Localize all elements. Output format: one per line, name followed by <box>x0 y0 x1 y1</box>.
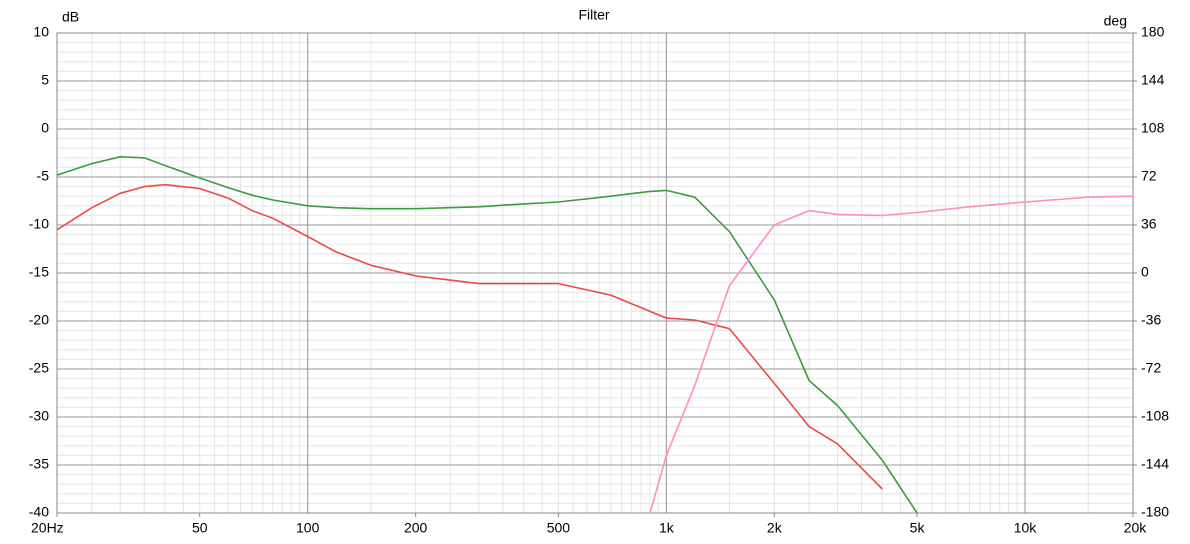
y2-tick-label: 180 <box>1141 24 1165 40</box>
y-tick-label: -20 <box>29 312 49 328</box>
y-tick-label: 5 <box>41 72 49 88</box>
y-tick-label: -30 <box>29 408 49 424</box>
y-axis-label: dB <box>62 9 79 25</box>
y2-tick-label: -72 <box>1141 360 1161 376</box>
chart-title: Filter <box>578 7 609 23</box>
plot-frame <box>56 32 1134 514</box>
y2-tick-label: -108 <box>1141 408 1169 424</box>
x-tick-label: 200 <box>404 520 428 536</box>
x-tick-label: 100 <box>296 520 320 536</box>
series-line <box>649 195 1134 514</box>
y2-tick-label: 36 <box>1141 216 1157 232</box>
y2-tick-label: 144 <box>1141 72 1165 88</box>
y2-tick-label: -180 <box>1141 504 1169 520</box>
y-tick-label: -40 <box>29 504 49 520</box>
y-tick-label: 0 <box>41 120 49 136</box>
x-tick-label: 50 <box>192 520 208 536</box>
x-tick-label: 500 <box>547 520 571 536</box>
y2-tick-label: 0 <box>1141 264 1149 280</box>
series-line <box>56 156 918 514</box>
y-tick-label: -25 <box>29 360 49 376</box>
y2-tick-label: 108 <box>1141 120 1165 136</box>
x-tick-label: 20Hz <box>31 520 64 536</box>
x-tick-label: 20k <box>1124 520 1148 536</box>
y-tick-label: -5 <box>37 168 50 184</box>
x-tick-label: 5k <box>910 520 926 536</box>
y-tick-label: -35 <box>29 456 49 472</box>
y2-axis-label: deg <box>1104 13 1127 29</box>
x-tick-label: 1k <box>659 520 675 536</box>
y-tick-label: -15 <box>29 264 49 280</box>
series-line <box>56 183 883 490</box>
y-tick-label: 10 <box>33 24 49 40</box>
y-tick-label: -10 <box>29 216 49 232</box>
y2-tick-label: -36 <box>1141 312 1161 328</box>
y2-tick-label: 72 <box>1141 168 1157 184</box>
y2-tick-label: -144 <box>1141 456 1169 472</box>
x-tick-label: 10k <box>1014 520 1038 536</box>
x-tick-label: 2k <box>767 520 783 536</box>
